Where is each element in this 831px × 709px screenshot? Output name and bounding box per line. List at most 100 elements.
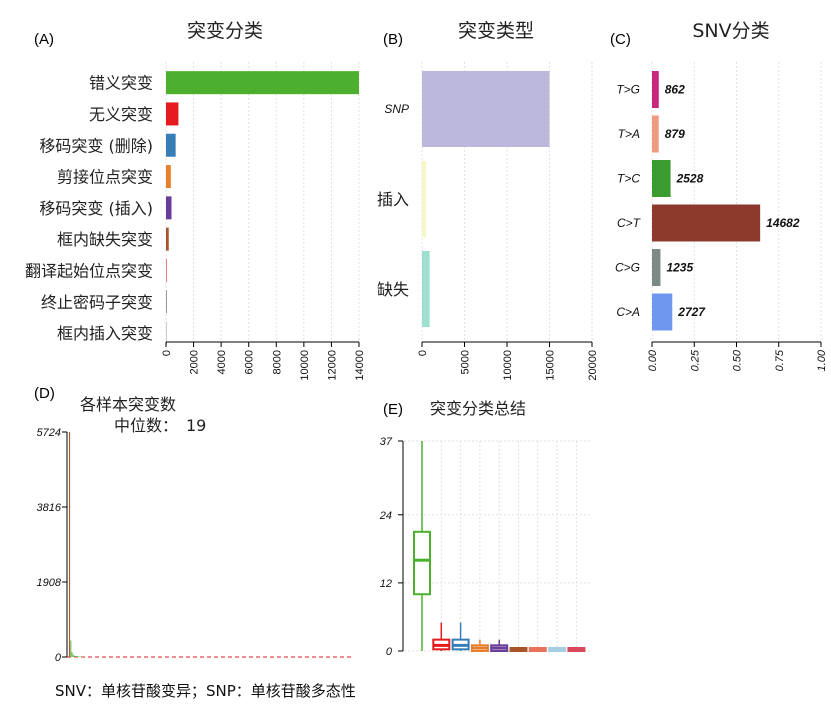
- panel-d-tick-label: 1908: [37, 577, 62, 589]
- panel-e-boxplot: [413, 441, 431, 651]
- panel-a-bar: [166, 290, 167, 314]
- panel-a-category-label: 移码突变 (删除): [39, 136, 153, 155]
- panel-b-tick-label: 20000: [587, 350, 599, 381]
- panel-c-tick-label: 0.75: [774, 349, 786, 371]
- panel-c-bar: [652, 293, 673, 331]
- panel-a-label: (A): [34, 31, 54, 48]
- panel-b-title: 突变类型: [458, 20, 534, 42]
- panel-c-tick-label: 1.00: [816, 349, 828, 371]
- panel-d-variants-per-sample: (D) 各样本突变数 中位数： 19 0 1908 3816 5724: [34, 385, 352, 664]
- panel-e-box: [413, 530, 431, 596]
- panel-a-bar: [166, 165, 171, 189]
- panel-a-tick-label: 12000: [326, 350, 338, 381]
- panel-b-category-label: 插入: [377, 190, 409, 209]
- panel-c-tick-label: 0.00: [647, 349, 659, 371]
- panel-d-sample-bar: [77, 656, 79, 657]
- panel-d-tick-label: 3816: [37, 502, 62, 514]
- panel-e-boxplot: [490, 639, 509, 653]
- panel-c-count-label: 14682: [766, 216, 800, 230]
- panel-e-tick-label: 37: [380, 436, 393, 448]
- panel-a-tick-label: 4000: [216, 350, 228, 374]
- panel-a-title: 突变分类: [187, 20, 263, 42]
- panel-e-boxplot: [451, 622, 470, 651]
- panel-c-count-label: 2528: [676, 172, 704, 186]
- panel-c-count-label: 1235: [666, 261, 693, 275]
- panel-b-bar: [422, 71, 550, 147]
- panel-d-median-label: 中位数：: [114, 416, 178, 435]
- panel-d-label: (D): [34, 385, 55, 402]
- panel-c-count-label: 2727: [677, 305, 706, 319]
- panel-c-snv-class: (C) SNV分类 T>G T>A T>C C>T C>G C>A 862 879 2528 1…: [610, 20, 828, 371]
- panel-d-sample-bar: [75, 656, 77, 657]
- panel-e-boxplot: [528, 647, 547, 652]
- panel-e-boxplot: [432, 622, 451, 651]
- panel-d-median-value: 19: [186, 416, 206, 435]
- panel-c-count-label: 862: [665, 83, 685, 97]
- panel-a-category-label: 终止密码子突变: [41, 293, 153, 312]
- panel-a-category-label: 框内缺失突变: [57, 230, 153, 249]
- panel-c-bar: [652, 71, 659, 108]
- panel-c-bar: [652, 249, 661, 286]
- panel-a-bar: [166, 71, 359, 95]
- panel-a-tick-label: 10000: [299, 350, 311, 381]
- panel-a-category-label: 移码突变 (插入): [39, 199, 153, 218]
- panel-a-tick-label: 2000: [189, 350, 201, 374]
- panel-c-title: SNV分类: [692, 20, 769, 42]
- panel-c-category-label: T>G: [616, 83, 640, 97]
- panel-a-bar: [166, 227, 169, 251]
- panel-d-sample-bar: [72, 654, 74, 657]
- figure-footnote: SNV：单核苷酸变异；SNP：单核苷酸多态性: [55, 682, 356, 700]
- panel-c-category-label: T>C: [617, 172, 640, 186]
- panel-e-boxplot: [567, 647, 586, 652]
- panel-b-tick-label: 15000: [545, 350, 557, 381]
- panel-a-bar: [166, 196, 172, 220]
- panel-b-bar: [422, 251, 430, 327]
- panel-a-bar: [166, 321, 167, 345]
- panel-d-sample-bar: [78, 656, 80, 657]
- panel-c-tick-label: 0.25: [689, 349, 701, 371]
- panel-a-bar: [166, 258, 167, 282]
- panel-c-bar: [652, 115, 659, 153]
- panel-c-bar: [652, 204, 761, 242]
- panel-d-sample-bar: [70, 640, 72, 657]
- panel-d-sample-bar: [73, 655, 75, 657]
- panel-a-tick-label: 8000: [271, 350, 283, 374]
- panel-e-boxplot: [470, 639, 489, 653]
- panel-b-tick-label: 5000: [460, 350, 472, 374]
- panel-e-boxplot: [548, 647, 567, 652]
- panel-e-variant-classification-summary: (E) 突变分类总结 0 12 24 37: [379, 399, 592, 658]
- panel-e-boxplot: [509, 647, 528, 652]
- panel-d-sample-bar: [76, 656, 78, 657]
- panel-b-label: (B): [383, 31, 403, 48]
- panel-e-tick-label: 0: [386, 646, 393, 658]
- panel-b-tick-label: 0: [417, 350, 429, 356]
- panel-a-bar: [166, 102, 179, 126]
- panel-d-tick-label: 0: [55, 652, 62, 664]
- panel-d-sample-bar: [69, 432, 70, 657]
- panel-a-category-label: 框内插入突变: [57, 324, 153, 343]
- panel-c-category-label: T>A: [618, 127, 640, 141]
- panel-c-label: (C): [610, 31, 631, 48]
- panel-a-category-label: 剪接位点突变: [57, 168, 153, 187]
- panel-c-category-label: C>G: [615, 261, 640, 275]
- panel-a-bar: [166, 133, 176, 157]
- panel-a-tick-label: 0: [161, 350, 173, 356]
- panel-a-category-label: 翻译起始位点突变: [25, 261, 153, 280]
- panel-c-category-label: C>A: [616, 305, 640, 319]
- panel-c-category-label: C>T: [617, 216, 642, 230]
- panel-d-title: 各样本突变数: [80, 395, 176, 414]
- panel-e-title: 突变分类总结: [430, 399, 526, 418]
- panel-d-sample-bar: [71, 651, 73, 657]
- panel-a-category-label: 无义突变: [89, 105, 153, 124]
- panel-c-tick-label: 0.50: [732, 349, 744, 371]
- panel-e-tick-label: 24: [379, 510, 392, 522]
- panel-b-bar: [422, 161, 426, 237]
- panel-a-category-label: 错义突变: [89, 74, 153, 93]
- panel-e-label: (E): [383, 401, 403, 418]
- panel-e-tick-label: 12: [380, 578, 392, 590]
- panel-a-tick-label: 6000: [244, 350, 256, 374]
- panel-c-bar: [652, 160, 671, 197]
